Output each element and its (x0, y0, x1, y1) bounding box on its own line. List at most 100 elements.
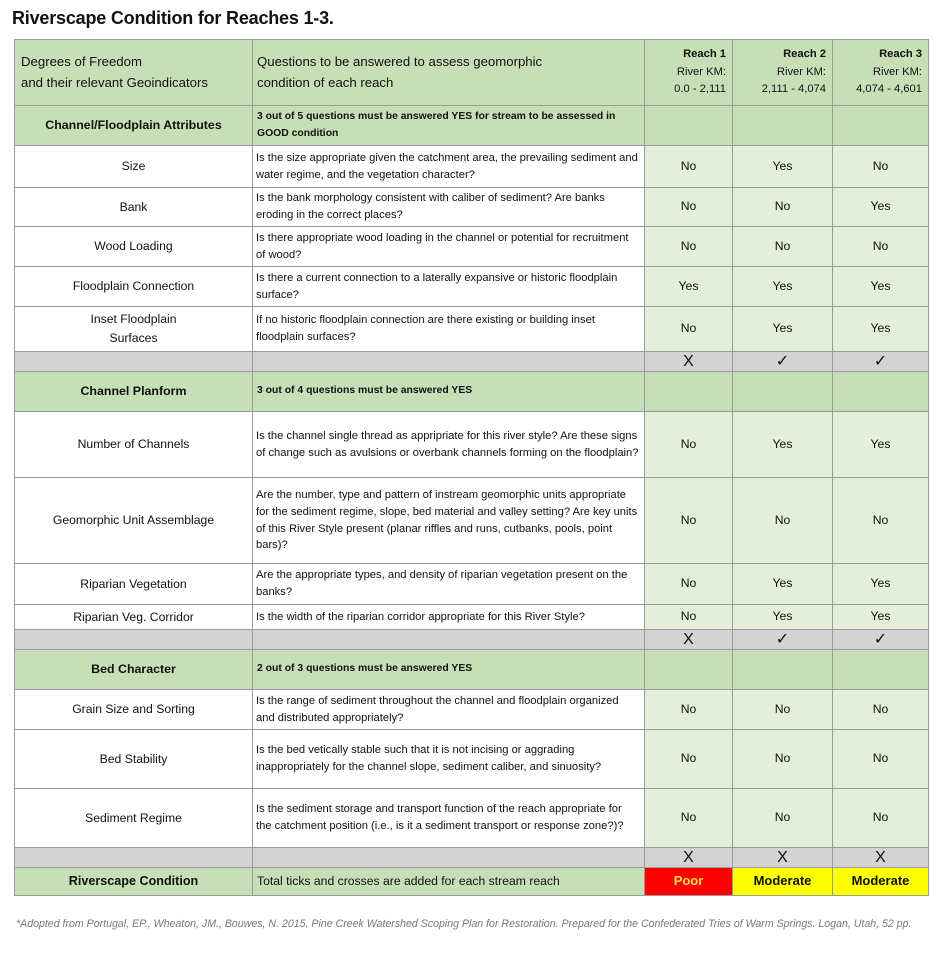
table-row: Geomorphic Unit Assemblage Are the numbe… (14, 477, 929, 564)
reach-1-tally: X (644, 847, 733, 868)
reach-3-answer: Yes (832, 266, 929, 307)
reach-2-km-label: River KM: (776, 65, 826, 78)
section-name: Bed Character (14, 649, 253, 690)
riverscape-condition-row: Riverscape Condition Total ticks and cro… (14, 867, 929, 896)
section-name: Channel/Floodplain Attributes (14, 105, 253, 146)
attribute-cell: Number of Channels (14, 411, 253, 478)
section-note: 2 out of 3 questions must be answered YE… (252, 649, 645, 690)
header-reach-3: Reach 3 River KM: 4,074 - 4,601 (832, 39, 929, 106)
tally-row: X X X (14, 847, 929, 868)
reach-2-tally: ✓ (732, 351, 833, 372)
table-row: Riparian Vegetation Are the appropriate … (14, 563, 929, 605)
question-cell: Is the bed vetically stable such that it… (252, 729, 645, 789)
reach-1-tally: X (644, 351, 733, 372)
table-row: Floodplain Connection Is there a current… (14, 266, 929, 307)
reach-2-answer: No (732, 689, 833, 730)
reach-2-answer: Yes (732, 604, 833, 630)
header-reach-2: Reach 2 River KM: 2,111 - 4,074 (732, 39, 833, 106)
header-questions: Questions to be answered to assess geomo… (252, 39, 645, 106)
condition-note: Total ticks and crosses are added for ea… (252, 867, 645, 896)
reach-3-answer: No (832, 477, 929, 564)
section-header-channel-planform: Channel Planform 3 out of 4 questions mu… (14, 371, 929, 412)
tally-row: X ✓ ✓ (14, 351, 929, 372)
reach-3-answer: Yes (832, 563, 929, 605)
table-row: Sediment Regime Is the sediment storage … (14, 788, 929, 848)
attribute-cell: Geomorphic Unit Assemblage (14, 477, 253, 564)
question-cell: Are the number, type and pattern of inst… (252, 477, 645, 564)
attribute-cell: Wood Loading (14, 226, 253, 267)
tally-row: X ✓ ✓ (14, 629, 929, 650)
reach-1-answer: No (644, 477, 733, 564)
reach-2-answer: No (732, 788, 833, 848)
table-row: Bank Is the bank morphology consistent w… (14, 187, 929, 227)
page-title: Riverscape Condition for Reaches 1-3. (12, 8, 334, 28)
section-note: 3 out of 4 questions must be answered YE… (252, 371, 645, 412)
reach-3-answer: No (832, 729, 929, 789)
reach-3-km: 4,074 - 4,601 (856, 83, 922, 96)
reach-3-tally: ✓ (832, 351, 929, 372)
reach-3-answer: Yes (832, 306, 929, 352)
attribute-cell: Bed Stability (14, 729, 253, 789)
reach-1-answer: No (644, 145, 733, 188)
attribute-cell: Grain Size and Sorting (14, 689, 253, 730)
reach-1-answer: No (644, 604, 733, 630)
condition-name: Riverscape Condition (14, 867, 253, 896)
header-col1-line2: and their relevant Geoindicators (21, 74, 208, 90)
reach-3-answer: Yes (832, 604, 929, 630)
reach-3-condition: Moderate (832, 867, 929, 896)
reach-2-tally: ✓ (732, 629, 833, 650)
reach-1-km: 0.0 - 2,111 (674, 83, 726, 96)
reach-1-tally: X (644, 629, 733, 650)
table-row: Number of Channels Is the channel single… (14, 411, 929, 478)
question-cell: Is there a current connection to a later… (252, 266, 645, 307)
table-row: Riparian Veg. Corridor Is the width of t… (14, 604, 929, 630)
reach-2-answer: No (732, 729, 833, 789)
reach-3-km-label: River KM: (872, 65, 922, 78)
section-note: 3 out of 5 questions must be answered YE… (252, 105, 645, 146)
question-cell: Is the sediment storage and transport fu… (252, 788, 645, 848)
header-col2-line2: condition of each reach (257, 74, 394, 90)
reach-1-answer: No (644, 689, 733, 730)
question-cell: Is there appropriate wood loading in the… (252, 226, 645, 267)
header-degrees-of-freedom: Degrees of Freedom and their relevant Ge… (14, 39, 253, 106)
question-cell: Is the size appropriate given the catchm… (252, 145, 645, 188)
reach-3-answer: No (832, 689, 929, 730)
reach-3-name: Reach 3 (879, 48, 922, 61)
reach-2-answer: No (732, 226, 833, 267)
attribute-label: Inset Floodplain Surfaces (90, 312, 177, 345)
attribute-cell: Riparian Vegetation (14, 563, 253, 605)
reach-2-answer: Yes (732, 306, 833, 352)
attribute-cell: Bank (14, 187, 253, 227)
reach-1-km-label: River KM: (676, 65, 726, 78)
reach-2-km: 2,111 - 4,074 (761, 83, 826, 96)
reach-2-answer: No (732, 477, 833, 564)
attribute-cell: Size (14, 145, 253, 188)
reach-3-answer: No (832, 226, 929, 267)
section-header-channel-floodplain: Channel/Floodplain Attributes 3 out of 5… (14, 105, 929, 146)
reach-3-answer: No (832, 788, 929, 848)
reach-1-answer: No (644, 187, 733, 227)
attribute-cell: Inset Floodplain Surfaces (14, 306, 253, 352)
reach-1-answer: No (644, 788, 733, 848)
section-name: Channel Planform (14, 371, 253, 412)
header-col2-line1: Questions to be answered to assess geomo… (257, 54, 543, 70)
riverscape-condition-table: Degrees of Freedom and their relevant Ge… (14, 39, 929, 896)
reach-2-tally: X (732, 847, 833, 868)
reach-3-tally: ✓ (832, 629, 929, 650)
table-row: Wood Loading Is there appropriate wood l… (14, 226, 929, 267)
table-row: Grain Size and Sorting Is the range of s… (14, 689, 929, 730)
section-header-bed-character: Bed Character 2 out of 3 questions must … (14, 649, 929, 690)
header-row: Degrees of Freedom and their relevant Ge… (14, 39, 929, 106)
reach-2-condition: Moderate (732, 867, 833, 896)
table-row: Size Is the size appropriate given the c… (14, 145, 929, 188)
header-col1-line1: Degrees of Freedom (21, 54, 142, 70)
reach-3-answer: Yes (832, 187, 929, 227)
question-cell: Are the appropriate types, and density o… (252, 563, 645, 605)
reach-1-answer: Yes (644, 266, 733, 307)
reach-3-tally: X (832, 847, 929, 868)
attribute-cell: Riparian Veg. Corridor (14, 604, 253, 630)
riverscape-table-container: Degrees of Freedom and their relevant Ge… (14, 39, 929, 896)
reach-2-answer: Yes (732, 411, 833, 478)
reach-1-answer: No (644, 729, 733, 789)
reach-2-answer: Yes (732, 563, 833, 605)
